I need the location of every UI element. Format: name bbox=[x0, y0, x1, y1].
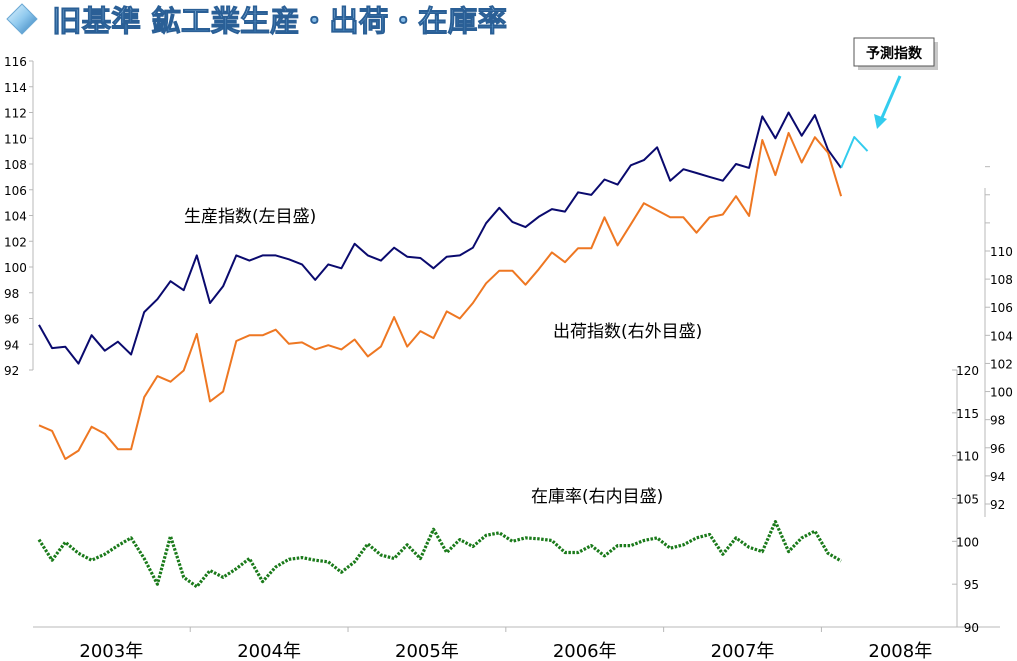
callout-arrowhead bbox=[874, 114, 887, 129]
left-axis-tick-label: 102 bbox=[4, 235, 27, 249]
right-inner-axis-tick-label: 95 bbox=[964, 578, 979, 592]
left-axis-tick-label: 104 bbox=[4, 210, 27, 224]
series-label-inventory: 在庫率(右内目盛) bbox=[531, 487, 663, 507]
right-inner-axis-tick-label: 105 bbox=[956, 493, 979, 507]
series-line-2 bbox=[38, 131, 843, 460]
left-axis-tick-label: 108 bbox=[4, 158, 27, 172]
x-axis-tick-label: 2004年 bbox=[237, 641, 301, 661]
left-axis-tick-label: 110 bbox=[4, 132, 27, 146]
right-outer-axis-tick-label: 98 bbox=[990, 414, 1005, 428]
right-outer-axis-tick-label: 96 bbox=[990, 442, 1005, 456]
series-line-3 bbox=[37, 519, 842, 589]
series-line-1 bbox=[840, 136, 869, 169]
series-layer bbox=[37, 111, 869, 589]
x-axis-tick-label: 2008年 bbox=[868, 641, 932, 661]
forecast-callout: 予測指数 bbox=[853, 37, 938, 129]
title-group: 旧基準 鉱工業生産・出荷・在庫率 bbox=[6, 3, 507, 38]
diamond-icon bbox=[6, 3, 38, 35]
right-inner-axis-tick-label: 115 bbox=[956, 407, 979, 421]
right-inner-axis-tick-label: 90 bbox=[964, 621, 979, 635]
left-axis-tick-label: 96 bbox=[4, 313, 19, 327]
right-outer-axis-tick-label: 102 bbox=[990, 357, 1013, 371]
right-outer-axis-tick-label: 108 bbox=[990, 273, 1013, 287]
right-outer-axis-tick-label: 100 bbox=[990, 386, 1013, 400]
right-outer-axis-tick-label: 104 bbox=[990, 329, 1013, 343]
series-label-shipment: 出荷指数(右外目盛) bbox=[553, 322, 702, 342]
left-axis-tick-label: 94 bbox=[4, 338, 19, 352]
axis-ticks: 92 94 96 98 100 102 104 106 108 110 112 114 116 92 94 9… bbox=[4, 55, 1013, 661]
x-axis-tick-label: 2003年 bbox=[79, 641, 143, 661]
right-outer-axis-tick-label: 92 bbox=[990, 498, 1005, 512]
chart-title: 旧基準 鉱工業生産・出荷・在庫率 bbox=[52, 4, 507, 38]
x-axis-tick-label: 2006年 bbox=[553, 641, 617, 661]
left-axis-tick-label: 112 bbox=[4, 107, 27, 121]
left-axis-tick-label: 116 bbox=[4, 55, 27, 69]
left-axis-tick-label: 114 bbox=[4, 81, 27, 95]
callout-arrow bbox=[879, 75, 902, 121]
x-axis-tick-label: 2005年 bbox=[395, 641, 459, 661]
right-inner-axis-tick-label: 100 bbox=[956, 535, 979, 549]
right-inner-axis-tick-label: 120 bbox=[956, 364, 979, 378]
callout-box bbox=[853, 37, 935, 67]
left-axis-tick-label: 106 bbox=[4, 184, 27, 198]
left-axis-tick-label: 92 bbox=[4, 364, 19, 378]
right-inner-axis-tick-label: 110 bbox=[956, 450, 979, 464]
right-outer-axis-tick-label: 106 bbox=[990, 301, 1013, 315]
x-axis-tick-label: 2007年 bbox=[711, 641, 775, 661]
series-label-production: 生産指数(左目盛) bbox=[184, 207, 316, 227]
series-line-0 bbox=[38, 111, 842, 365]
right-outer-axis-tick-label: 110 bbox=[990, 245, 1013, 259]
left-axis-tick-label: 98 bbox=[4, 287, 19, 301]
callout-text: 予測指数 bbox=[866, 45, 923, 62]
left-axis-tick-label: 100 bbox=[4, 261, 27, 275]
right-outer-axis-tick-label: 94 bbox=[990, 470, 1005, 484]
